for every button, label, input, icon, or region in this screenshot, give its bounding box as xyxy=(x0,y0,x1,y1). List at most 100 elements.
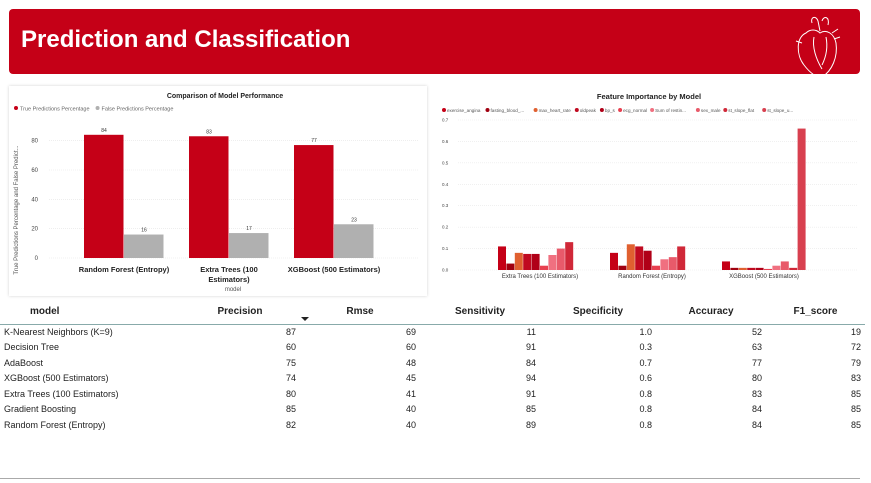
metric-cell: 85 xyxy=(850,404,861,415)
y-tick-label: 20 xyxy=(31,227,38,233)
bar[interactable] xyxy=(124,234,164,258)
metric-cell: 85 xyxy=(525,404,536,415)
bar[interactable] xyxy=(498,246,506,270)
bar[interactable] xyxy=(610,252,618,270)
model-performance-card: Comparison of Model Performance True Pre… xyxy=(9,86,427,296)
table-row[interactable]: Extra Trees (100 Estimators) 80 41 91 0.8 83 8… xyxy=(0,386,865,402)
bar[interactable] xyxy=(772,265,781,270)
bar[interactable] xyxy=(531,253,540,270)
y-tick-label: 0.6 xyxy=(442,139,449,144)
chart2-title: Feature Importance by Model xyxy=(597,92,701,101)
bar[interactable] xyxy=(797,128,806,270)
bar[interactable] xyxy=(548,255,557,270)
page-title: Prediction and Classification xyxy=(21,26,351,53)
bottom-divider xyxy=(0,478,860,479)
column-header-accuracy[interactable]: Accuracy xyxy=(656,300,766,325)
y-tick-label: 60 xyxy=(31,168,38,174)
legend-marker xyxy=(618,108,623,112)
legend-label: fasting_blood_... xyxy=(491,108,525,113)
data-label: 84 xyxy=(101,128,107,134)
metric-cell: 85 xyxy=(850,388,861,399)
bar[interactable] xyxy=(789,267,798,270)
bar[interactable] xyxy=(84,134,124,258)
metric-cell: 69 xyxy=(405,327,416,337)
bar[interactable] xyxy=(730,267,739,270)
metric-cell: 84 xyxy=(751,404,762,415)
bar[interactable] xyxy=(668,257,677,270)
bar[interactable] xyxy=(747,267,756,270)
bar[interactable] xyxy=(660,259,669,270)
metric-cell: 84 xyxy=(525,357,536,368)
model-name-cell: AdaBoost xyxy=(4,357,44,368)
bar[interactable] xyxy=(755,267,764,270)
data-label: 83 xyxy=(206,129,212,135)
table-row[interactable]: Gradient Boosting 85 40 85 0.8 84 85 xyxy=(0,402,865,418)
metric-cell: 85 xyxy=(850,419,861,430)
column-header-model[interactable]: model xyxy=(0,300,180,325)
metrics-table: model Precision Rmse Sensitivity Specificity… xyxy=(0,300,865,433)
bar[interactable] xyxy=(652,265,660,270)
table-row[interactable]: AdaBoost 75 48 84 0.7 77 79 xyxy=(0,355,865,371)
column-header-specificity[interactable]: Specificity xyxy=(540,300,656,325)
column-header-precision[interactable]: Precision xyxy=(180,300,300,325)
bar[interactable] xyxy=(294,145,334,258)
x-tick-label: Extra Trees (100 xyxy=(200,265,258,274)
bar[interactable] xyxy=(635,246,644,270)
bar[interactable] xyxy=(643,250,652,270)
legend-label: max_heart_rate xyxy=(539,108,572,113)
bar[interactable] xyxy=(229,233,269,258)
model-name-cell: K-Nearest Neighbors (K=9) xyxy=(4,327,113,337)
bar[interactable] xyxy=(780,261,789,270)
metric-cell: 85 xyxy=(285,404,296,415)
x-tick-label: Random Forest (Entropy) xyxy=(79,265,170,274)
chart1-title: Comparison of Model Performance xyxy=(167,93,283,100)
bar[interactable] xyxy=(764,268,772,270)
bar[interactable] xyxy=(514,252,523,270)
x-tick-label: XGBoost (500 Estimators) xyxy=(729,274,799,280)
heart-icon xyxy=(795,16,841,78)
table-row[interactable]: K-Nearest Neighbors (K=9) 87 69 11 1.0 52 19 xyxy=(0,324,865,340)
bar[interactable] xyxy=(506,263,515,270)
metric-cell: 1.0 xyxy=(639,327,652,337)
metric-cell: 91 xyxy=(525,388,536,399)
bar[interactable] xyxy=(618,265,627,270)
model-name-cell: Gradient Boosting xyxy=(4,404,77,415)
legend-label: False Predictions Percentage xyxy=(102,107,174,113)
metric-cell: 45 xyxy=(405,373,416,384)
table-row[interactable]: Decision Tree 60 60 91 0.3 63 72 xyxy=(0,340,865,356)
bar[interactable] xyxy=(540,265,548,270)
bar[interactable] xyxy=(565,242,574,270)
legend-marker xyxy=(442,108,446,112)
metric-cell: 40 xyxy=(405,419,416,430)
data-label: 16 xyxy=(141,228,147,234)
bar[interactable] xyxy=(189,136,229,258)
table-row[interactable]: XGBoost (500 Estimators) 74 45 94 0.6 80 83 xyxy=(0,371,865,387)
sort-arrow-icon[interactable] xyxy=(300,316,310,322)
legend-marker xyxy=(574,108,579,112)
legend-label: exercise_angina xyxy=(447,108,481,113)
feature-importance-card: Feature Importance by Model exercise_ang… xyxy=(432,86,862,296)
header-banner: Prediction and Classification xyxy=(9,9,860,78)
y-tick-label: 0.7 xyxy=(442,118,449,123)
bar[interactable] xyxy=(556,248,565,270)
feature-importance-chart: Feature Importance by Model exercise_ang… xyxy=(442,92,857,280)
bar[interactable] xyxy=(626,244,635,270)
column-header-sensitivity[interactable]: Sensitivity xyxy=(420,300,540,325)
metric-cell: 83 xyxy=(850,373,861,384)
table-row[interactable]: Random Forest (Entropy) 82 40 89 0.8 84 85 xyxy=(0,417,865,433)
bar[interactable] xyxy=(722,261,730,270)
column-header-rmse[interactable]: Rmse xyxy=(300,300,420,325)
data-label: 17 xyxy=(246,226,252,232)
column-header-f1-score[interactable]: F1_score xyxy=(766,300,865,325)
bar[interactable] xyxy=(677,246,686,270)
legend-label: st_slope_u... xyxy=(767,108,793,113)
bar[interactable] xyxy=(523,253,532,270)
metric-cell: 0.3 xyxy=(639,342,652,353)
metric-cell: 83 xyxy=(751,388,762,399)
metric-cell: 60 xyxy=(285,342,296,353)
bar[interactable] xyxy=(334,224,374,258)
y-tick-label: 0.1 xyxy=(442,246,449,251)
bar[interactable] xyxy=(738,267,747,270)
metric-cell: 77 xyxy=(751,357,762,368)
metric-cell: 60 xyxy=(405,342,416,353)
